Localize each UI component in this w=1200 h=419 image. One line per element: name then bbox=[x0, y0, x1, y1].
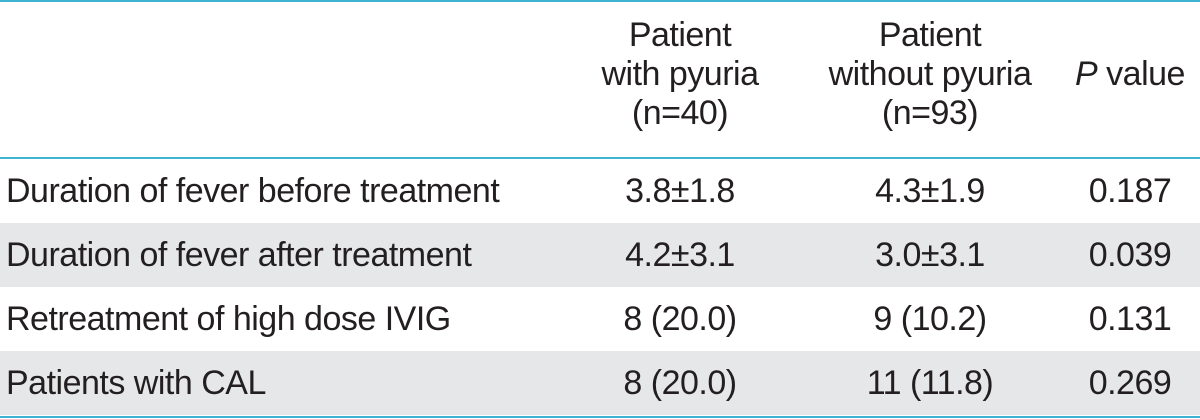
header-p-value-text: value bbox=[1097, 55, 1185, 93]
table-row: Duration of fever after treatment 4.2±3.… bbox=[0, 223, 1200, 287]
row-label: Duration of fever before treatment bbox=[6, 172, 500, 210]
table-body: Duration of fever before treatment 3.8±1… bbox=[0, 159, 1200, 415]
table-row: Patients with CAL 8 (20.0) 11 (11.8) 0.2… bbox=[0, 351, 1200, 415]
header-without-pyuria-line-2: without pyuria bbox=[828, 55, 1032, 93]
value-without-pyuria: 9 (10.2) bbox=[873, 300, 987, 338]
p-value: 0.131 bbox=[1088, 300, 1172, 338]
value-with-pyuria: 4.2±3.1 bbox=[625, 236, 735, 274]
row-label: Retreatment of high dose IVIG bbox=[6, 300, 451, 338]
table-top-rule bbox=[0, 0, 1200, 2]
header-with-pyuria-line-1: Patient bbox=[628, 16, 732, 54]
row-label: Duration of fever after treatment bbox=[6, 236, 472, 274]
header-with-pyuria-line-3: (n=40) bbox=[631, 94, 729, 132]
value-without-pyuria: 3.0±3.1 bbox=[875, 236, 985, 274]
table-row: Retreatment of high dose IVIG 8 (20.0) 9… bbox=[0, 287, 1200, 351]
header-p-letter: P bbox=[1075, 55, 1098, 93]
header-rule bbox=[0, 157, 1200, 159]
header-with-pyuria-line-2: with pyuria bbox=[601, 55, 759, 93]
row-label: Patients with CAL bbox=[6, 364, 266, 402]
p-value: 0.269 bbox=[1088, 364, 1172, 402]
table-row: Duration of fever before treatment 3.8±1… bbox=[0, 159, 1200, 223]
header-p-value: P value bbox=[1060, 55, 1200, 94]
header-with-pyuria: Patient with pyuria (n=40) bbox=[560, 16, 800, 133]
header-without-pyuria-line-3: (n=93) bbox=[881, 94, 979, 132]
value-with-pyuria: 8 (20.0) bbox=[623, 364, 737, 402]
value-with-pyuria: 8 (20.0) bbox=[623, 300, 737, 338]
value-with-pyuria: 3.8±1.8 bbox=[625, 172, 735, 210]
value-without-pyuria: 11 (11.8) bbox=[866, 364, 994, 402]
table-bottom-rule bbox=[0, 416, 1200, 418]
value-without-pyuria: 4.3±1.9 bbox=[875, 172, 985, 210]
header-without-pyuria-line-1: Patient bbox=[878, 16, 982, 54]
header-without-pyuria: Patient without pyuria (n=93) bbox=[800, 16, 1060, 133]
p-value: 0.039 bbox=[1088, 236, 1172, 274]
p-value: 0.187 bbox=[1088, 172, 1172, 210]
table-header: Patient with pyuria (n=40) Patient witho… bbox=[0, 2, 1200, 157]
